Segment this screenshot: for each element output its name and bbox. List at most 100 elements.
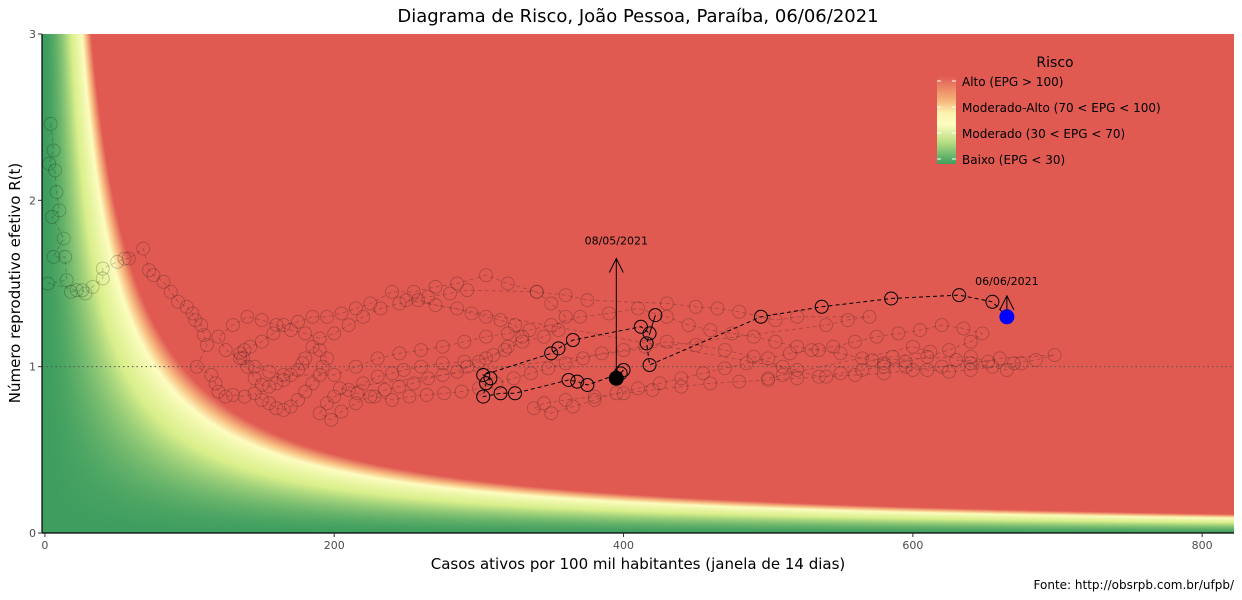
history-point	[855, 363, 870, 377]
x-tick-label: 200	[324, 539, 345, 552]
history-point	[442, 286, 457, 301]
history-point	[350, 386, 365, 401]
history-point	[428, 279, 443, 294]
history-point	[848, 368, 862, 382]
x-tick-label: 600	[902, 539, 923, 552]
history-point	[717, 361, 732, 376]
history-point	[240, 309, 255, 324]
recent-point	[570, 374, 585, 389]
y-tick-label: 2	[29, 194, 36, 207]
legend: Risco Alto (EPG > 100) Moderado-Alto (70…	[937, 55, 1161, 167]
history-point	[348, 359, 363, 374]
recent-point	[753, 309, 768, 324]
recent-point	[648, 308, 663, 323]
history-point	[471, 354, 486, 369]
history-point	[826, 339, 841, 354]
history-point	[247, 359, 262, 374]
history-point	[291, 392, 305, 407]
recent-path	[481, 294, 1008, 398]
history-point	[775, 368, 790, 382]
history-point	[869, 329, 884, 344]
history-point	[95, 271, 110, 286]
history-point	[963, 334, 978, 349]
history-point	[392, 379, 407, 394]
legend-entry-moderate: Moderado (30 < EPG < 70)	[962, 127, 1125, 141]
x-tick-label: 0	[41, 539, 48, 552]
history-point	[515, 329, 530, 344]
history-point	[276, 318, 291, 333]
history-point	[435, 368, 450, 382]
history-point	[312, 343, 327, 357]
history-point	[85, 279, 100, 294]
history-point	[855, 351, 870, 366]
history-point	[233, 346, 248, 361]
history-point	[437, 386, 452, 401]
history-point	[544, 296, 559, 311]
history-point	[674, 379, 689, 394]
x-axis-label: Casos ativos por 100 mil habitantes (jan…	[431, 555, 846, 573]
history-point	[305, 309, 320, 324]
history-point	[811, 369, 826, 384]
history-point	[688, 338, 703, 352]
history-point	[587, 389, 602, 404]
history-point	[580, 293, 595, 308]
history-point	[659, 334, 674, 349]
history-point	[298, 326, 313, 341]
y-tick-label: 0	[29, 527, 36, 540]
recent-point	[633, 319, 648, 334]
history-point	[876, 356, 891, 371]
history-point	[790, 371, 805, 386]
history-point	[411, 293, 426, 308]
history-point	[833, 366, 848, 381]
history-point	[406, 284, 421, 299]
history-point	[616, 343, 631, 357]
history-point	[486, 348, 501, 362]
history-point	[460, 359, 475, 374]
history-point	[312, 368, 327, 382]
history-point	[819, 369, 834, 384]
recent-point	[952, 288, 967, 303]
history-point	[865, 353, 880, 367]
history-point	[295, 356, 310, 371]
history-point	[46, 143, 61, 158]
history-point	[876, 359, 891, 374]
history-point	[811, 343, 826, 357]
history-point	[732, 374, 747, 389]
history-point	[402, 389, 417, 404]
history-point	[327, 326, 342, 341]
history-point	[78, 286, 93, 301]
history-point	[681, 318, 696, 333]
history-point	[363, 296, 378, 311]
history-point	[414, 343, 428, 357]
history-point	[363, 389, 378, 404]
history-point	[421, 371, 436, 386]
history-point	[189, 359, 204, 374]
history-point	[500, 339, 515, 354]
history-point	[226, 387, 240, 402]
history-point	[659, 296, 674, 311]
history-point	[573, 309, 588, 324]
history-point	[768, 334, 783, 349]
annotation-label-start: 08/05/2021	[585, 235, 648, 248]
history-point	[493, 313, 508, 328]
history-point	[243, 339, 258, 354]
history-point	[226, 318, 240, 333]
history-point	[497, 343, 512, 357]
history-point	[464, 306, 479, 321]
history-point	[457, 354, 472, 369]
history-point	[898, 354, 913, 369]
legend-title: Risco	[1036, 55, 1073, 71]
history-point	[558, 288, 573, 303]
history-point	[913, 323, 928, 338]
history-point	[373, 301, 388, 316]
history-point	[558, 309, 573, 324]
history-point	[891, 326, 906, 341]
history-point	[254, 378, 269, 392]
history-point	[204, 368, 219, 382]
x-tick-label: 800	[1192, 539, 1213, 552]
history-point	[327, 389, 342, 404]
risk-background	[42, 34, 1234, 533]
history-point	[312, 406, 327, 421]
history-point	[194, 318, 209, 333]
history-point	[934, 359, 949, 374]
